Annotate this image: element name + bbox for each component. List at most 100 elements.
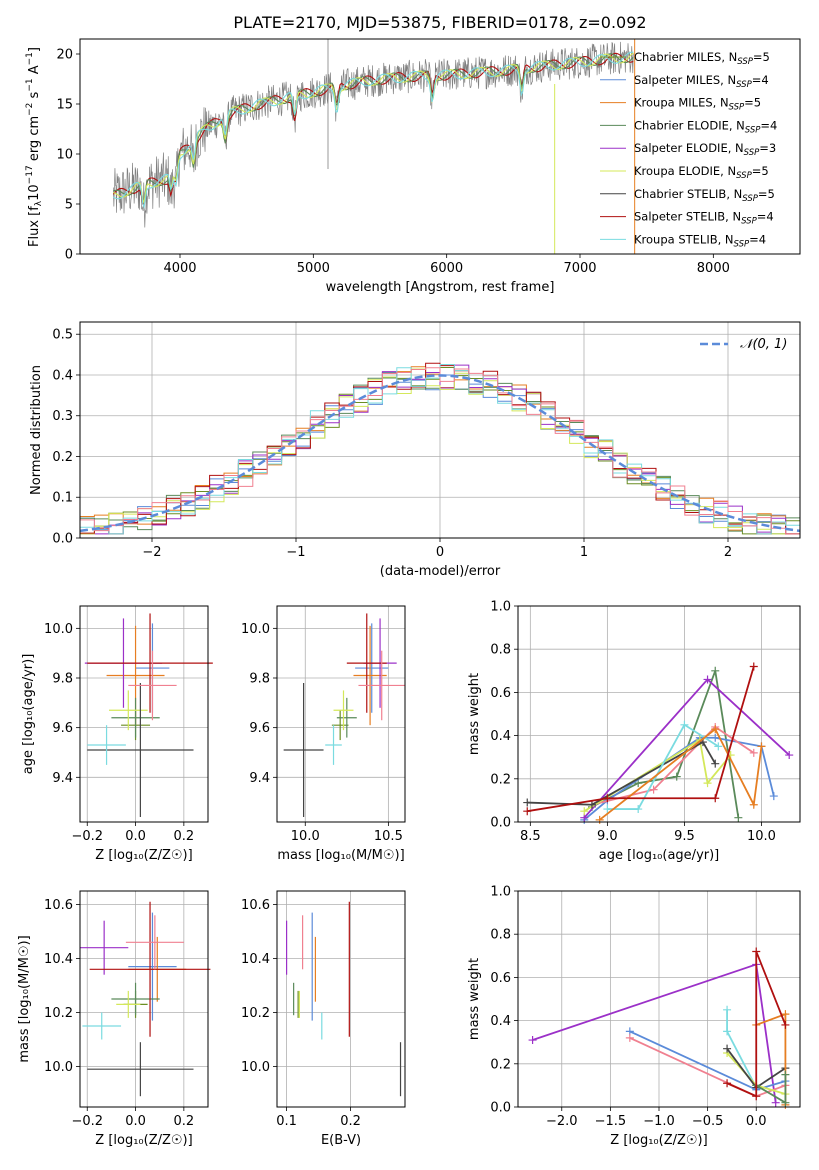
y-label-part: A — [27, 65, 42, 78]
y-label-part: λ — [34, 200, 44, 206]
data-marker — [785, 751, 794, 760]
legend-label: Chabrier MILES, N — [634, 50, 737, 64]
legend-label: Kroupa MILES, N — [634, 96, 729, 110]
data-marker — [523, 807, 532, 816]
y-tick-label: 9.4 — [249, 771, 270, 786]
axes-frame — [276, 605, 406, 823]
x-tick-label: 0.0 — [125, 829, 146, 844]
y-tick-label: 0.0 — [52, 532, 73, 547]
legend-entry: Kroupa MILES, NSSP=5 — [634, 96, 761, 113]
x-tick-label: 10.0 — [291, 829, 320, 844]
data-marker — [711, 794, 720, 803]
x-axis-label: (data-model)/error — [380, 564, 501, 579]
x-tick-label: −1.5 — [595, 1114, 627, 1129]
y-label-part: Flux [f — [27, 206, 42, 247]
x-tick-label: −1 — [286, 545, 305, 560]
legend-entry: Chabrier ELODIE, NSSP=4 — [634, 118, 777, 135]
y-tick-label: 9.4 — [52, 771, 73, 786]
x-tick-label: −0.2 — [71, 1114, 103, 1129]
legend-label: Chabrier STELIB, N — [634, 187, 742, 201]
y-tick-label: 0.0 — [490, 1101, 511, 1116]
plot-area — [523, 662, 794, 824]
y-axis-label: mass weight — [467, 673, 482, 755]
data-marker — [703, 779, 712, 788]
data-marker — [749, 800, 758, 809]
x-axis-label: wavelength [Angstrom, rest frame] — [326, 280, 555, 295]
axes-frame — [276, 890, 406, 1108]
y-label-part: s — [27, 91, 42, 102]
x-tick-label: −2.0 — [546, 1114, 578, 1129]
figure-title: PLATE=2170, MJD=53875, FIBERID=0178, z=0… — [233, 13, 646, 32]
x-tick-label: 7000 — [563, 261, 596, 276]
data-marker — [649, 785, 658, 794]
panel-mass_vs_Z: −0.2 0.0 0.2 10.0 10.2 10.4 10.6 Z [log₁₀(Z/Z☉)… — [17, 890, 211, 1148]
y-tick-label: 10.4 — [44, 952, 73, 967]
x-tick-label: 0 — [436, 545, 444, 560]
legend-entry: Kroupa ELODIE, NSSP=5 — [634, 164, 769, 181]
x-tick-label: 0.0 — [746, 1114, 767, 1129]
data-marker — [603, 794, 612, 803]
data-marker — [595, 815, 604, 824]
legend-count: =4 — [749, 232, 766, 246]
spectrum-model — [113, 51, 634, 210]
legend-sub: SSP — [737, 57, 753, 67]
data-marker — [734, 813, 743, 822]
y-tick-label: 0 — [65, 248, 73, 263]
x-tick-label: 2 — [724, 545, 732, 560]
y-tick-label: 1.0 — [490, 600, 511, 615]
weight-line — [527, 666, 755, 813]
x-tick-label: 1 — [580, 545, 588, 560]
legend-label: Salpeter STELIB, N — [634, 210, 741, 224]
legend-entry: Chabrier STELIB, NSSP=5 — [634, 187, 775, 204]
axes-frame — [79, 38, 801, 255]
plot-area — [112, 39, 636, 254]
data-marker — [714, 742, 723, 751]
axes-frame — [517, 605, 801, 823]
data-marker — [711, 666, 720, 675]
weight-line — [726, 951, 787, 1098]
weight-line — [607, 723, 719, 810]
y-label-part: −1 — [25, 52, 35, 65]
y-tick-label: 15 — [56, 98, 73, 113]
legend-label: Salpeter MILES, N — [634, 73, 736, 87]
y-tick-label: 0.6 — [490, 971, 511, 986]
data-marker — [781, 1020, 790, 1029]
y-tick-label: 5 — [65, 198, 73, 213]
x-axis-label: age [log₁₀(age/yr)] — [599, 848, 720, 863]
y-tick-label: 10.0 — [241, 1060, 270, 1075]
y-label-part: −17 — [25, 165, 35, 184]
y-axis-label: age [log₁₀(age/yr)] — [21, 654, 36, 775]
spectrum-data — [112, 41, 634, 228]
axes-frame — [79, 890, 209, 1108]
y-tick-label: 0.0 — [490, 816, 511, 831]
data-marker — [603, 805, 612, 814]
x-tick-label: −0.5 — [692, 1114, 724, 1129]
axes-frame — [79, 321, 801, 539]
panel-mass_vs_EBV: 0.1 0.2 10.0 10.2 10.4 10.6 E(B-V) — [241, 890, 406, 1148]
y-axis-label: mass weight — [467, 958, 482, 1040]
legend-sub: SSP — [745, 125, 761, 135]
x-tick-label: 8000 — [697, 261, 730, 276]
gaussian-reference — [79, 374, 801, 533]
y-tick-label: 0.5 — [52, 328, 73, 343]
data-marker — [711, 759, 720, 768]
x-tick-label: 0.2 — [340, 1114, 361, 1129]
y-tick-label: 0.4 — [490, 1014, 511, 1029]
data-marker — [769, 792, 778, 801]
x-tick-label: 9.0 — [597, 829, 618, 844]
y-tick-label: 0.2 — [490, 1057, 511, 1072]
data-marker — [711, 725, 720, 734]
weight-line — [527, 740, 717, 806]
legend-label: Kroupa STELIB, N — [634, 232, 734, 246]
y-tick-label: 10.0 — [241, 622, 270, 637]
x-tick-label: −2 — [142, 545, 161, 560]
y-tick-label: 0.8 — [490, 643, 511, 658]
y-tick-label: 0.2 — [490, 772, 511, 787]
axes-frame — [517, 890, 801, 1108]
legend-count: =4 — [757, 210, 774, 224]
weight-line — [591, 725, 755, 806]
spectrum-model — [112, 52, 634, 206]
panel-age_vs_Z: −0.2 0.0 0.2 9.4 9.6 9.8 10.0 Z [log₁₀(Z/Z☉)] ag… — [21, 605, 213, 863]
